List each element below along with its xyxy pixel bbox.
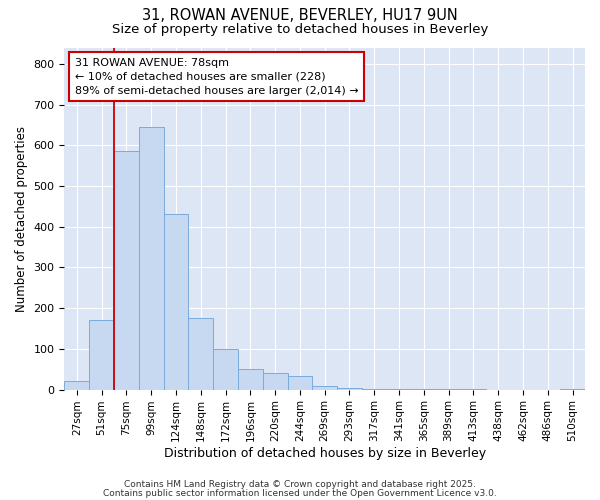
Bar	[89, 320, 114, 390]
Bar	[114, 152, 139, 390]
Bar	[64, 382, 89, 390]
Bar	[337, 388, 362, 390]
Bar	[560, 389, 585, 390]
Bar	[188, 318, 213, 390]
Bar	[362, 389, 386, 390]
Text: Size of property relative to detached houses in Beverley: Size of property relative to detached ho…	[112, 22, 488, 36]
Text: Contains HM Land Registry data © Crown copyright and database right 2025.: Contains HM Land Registry data © Crown c…	[124, 480, 476, 489]
Bar	[263, 374, 287, 390]
Bar	[412, 389, 436, 390]
Bar	[313, 386, 337, 390]
X-axis label: Distribution of detached houses by size in Beverley: Distribution of detached houses by size …	[164, 447, 486, 460]
Text: 31, ROWAN AVENUE, BEVERLEY, HU17 9UN: 31, ROWAN AVENUE, BEVERLEY, HU17 9UN	[142, 8, 458, 22]
Bar	[139, 127, 164, 390]
Bar	[238, 369, 263, 390]
Y-axis label: Number of detached properties: Number of detached properties	[15, 126, 28, 312]
Bar	[287, 376, 313, 390]
Bar	[386, 389, 412, 390]
Text: Contains public sector information licensed under the Open Government Licence v3: Contains public sector information licen…	[103, 488, 497, 498]
Bar	[461, 389, 486, 390]
Bar	[164, 214, 188, 390]
Text: 31 ROWAN AVENUE: 78sqm
← 10% of detached houses are smaller (228)
89% of semi-de: 31 ROWAN AVENUE: 78sqm ← 10% of detached…	[75, 58, 358, 96]
Bar	[213, 349, 238, 390]
Bar	[436, 389, 461, 390]
